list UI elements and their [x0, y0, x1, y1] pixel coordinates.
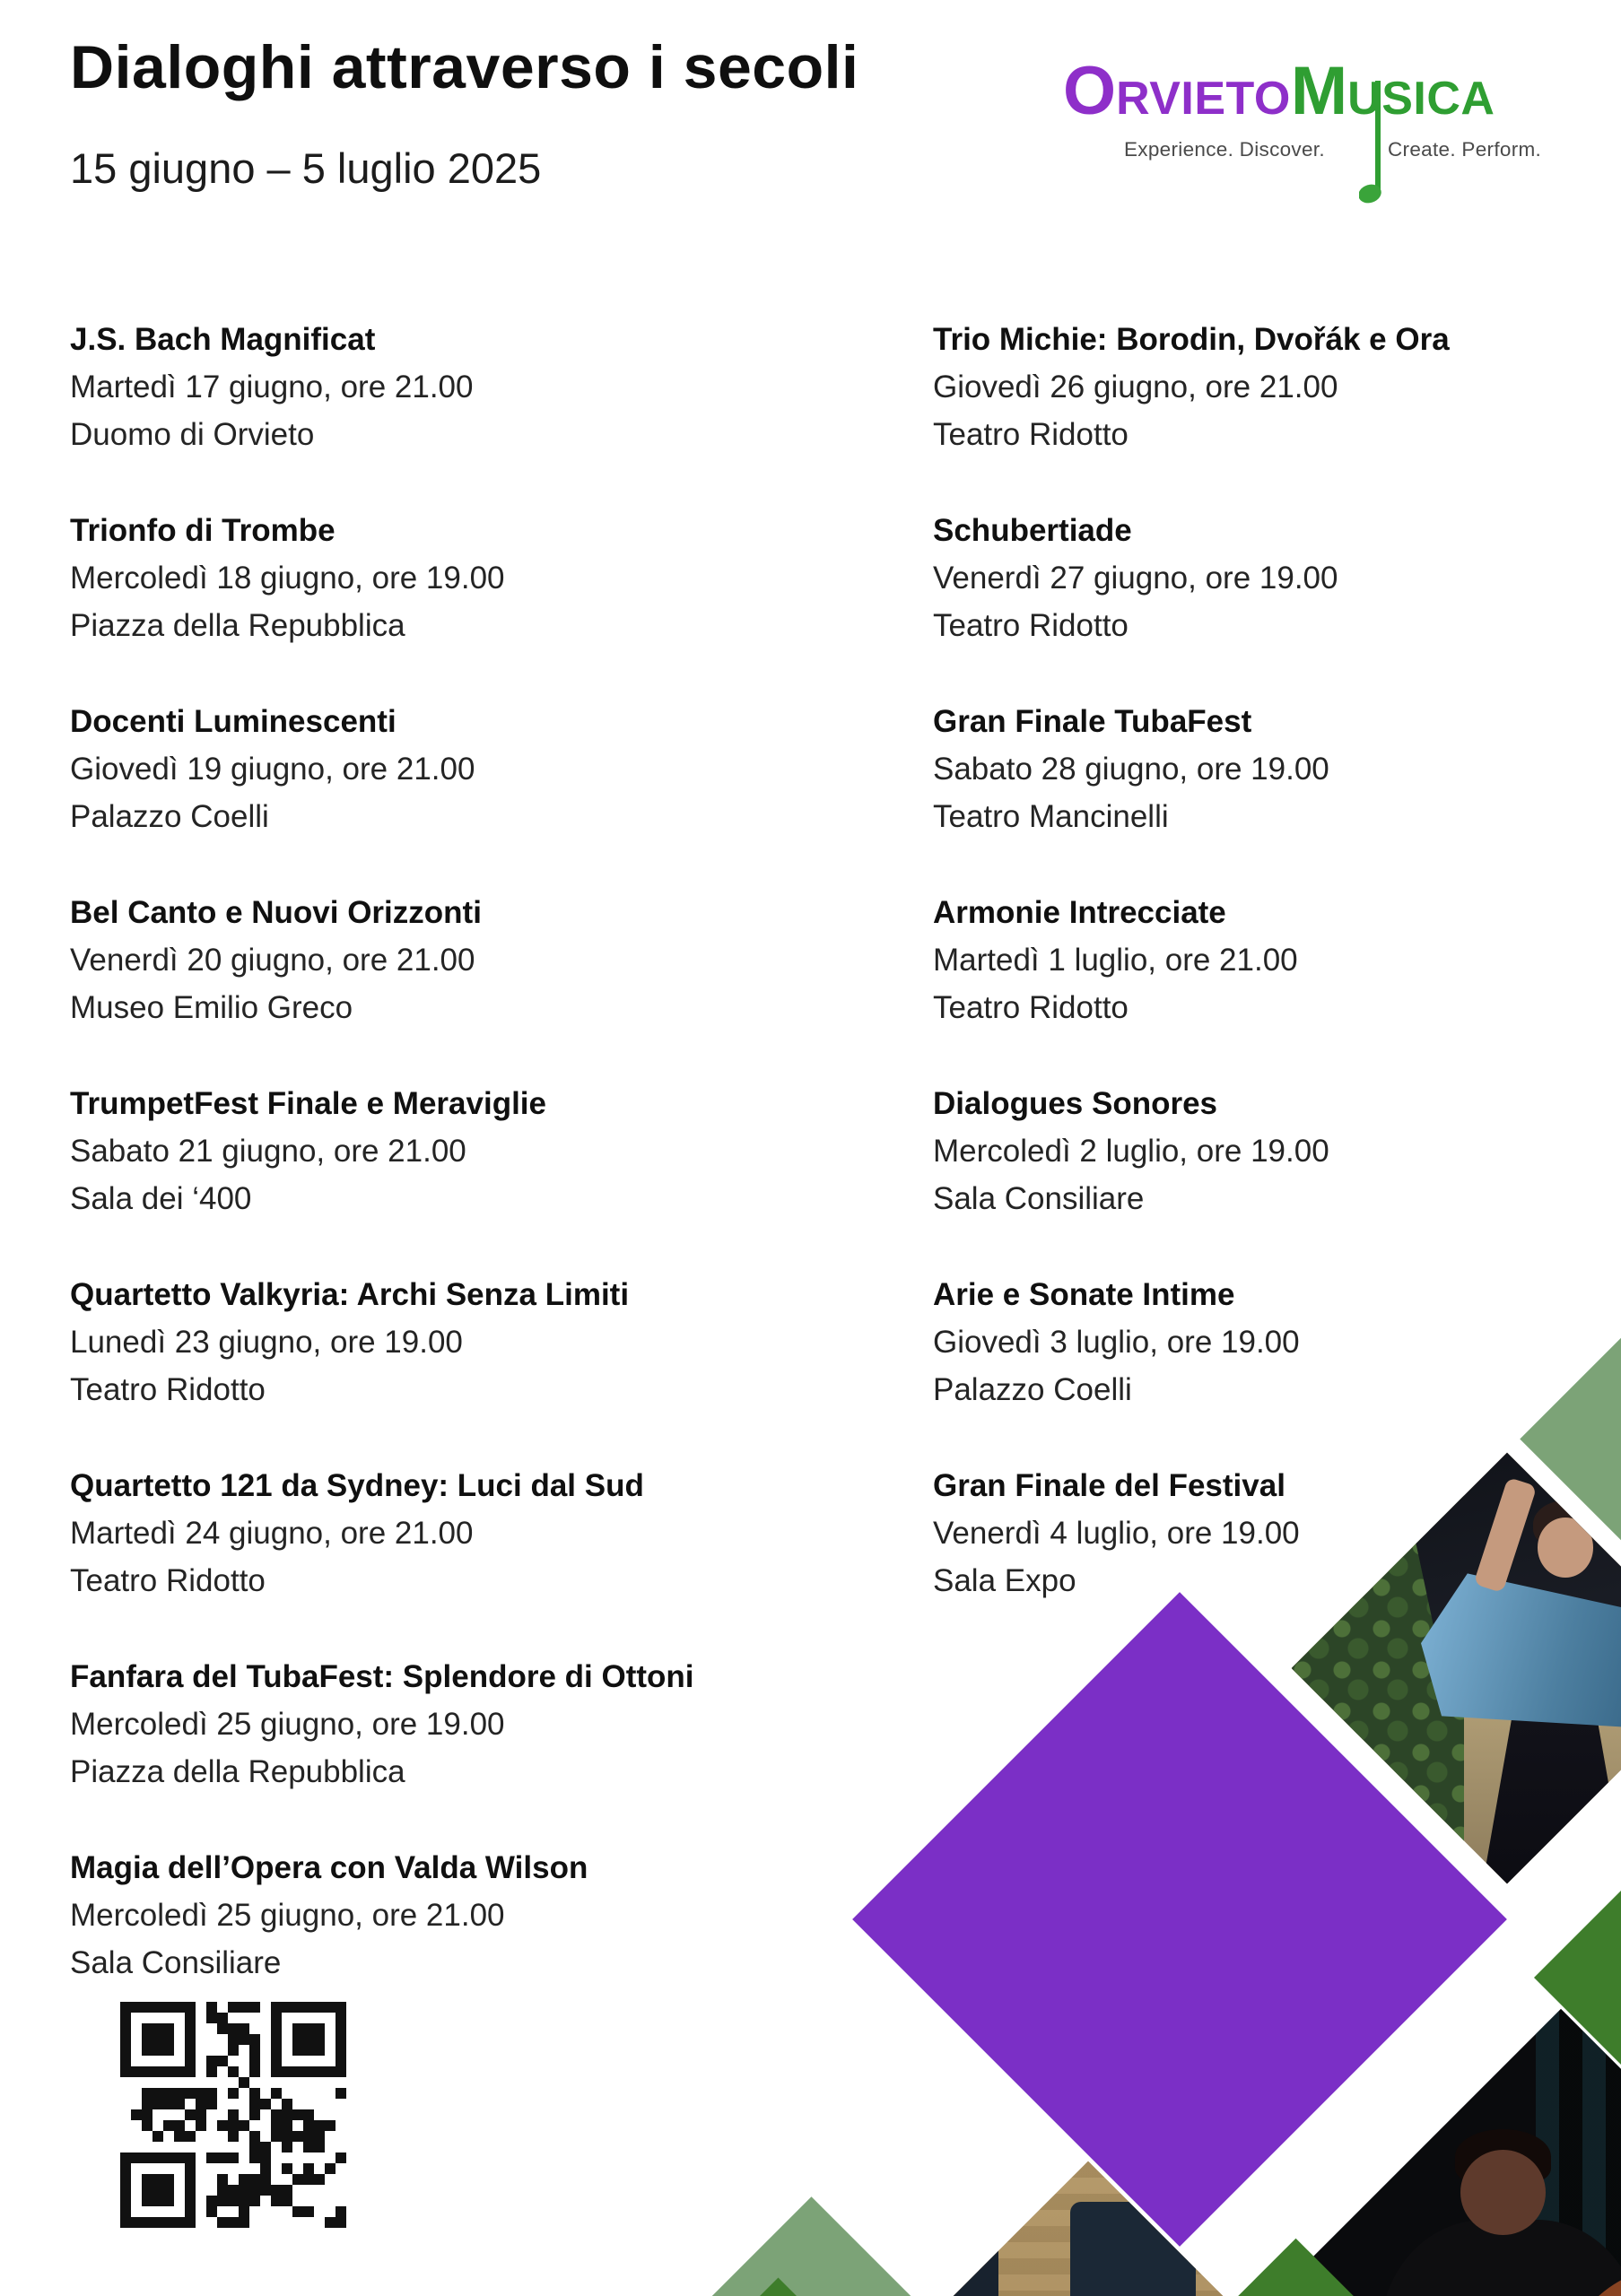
event-venue: Teatro Ridotto [70, 1372, 266, 1407]
event-venue: Piazza della Repubblica [70, 608, 405, 643]
logo-wordmark: ORVIETOMUSICA [1063, 56, 1601, 127]
event-title: Arie e Sonate Intime [933, 1277, 1235, 1312]
event-venue: Palazzo Coelli [933, 1372, 1132, 1407]
photo-brass-ensemble [863, 2161, 1313, 2296]
event-title: TrumpetFest Finale e Meraviglie [70, 1086, 546, 1121]
logo-tagline-right: Create. Perform. [1388, 138, 1542, 161]
event-venue: Piazza della Repubblica [70, 1754, 405, 1789]
event-block: Gran Finale del Festival Venerdì 4 lugli… [933, 1462, 1597, 1605]
poster-subtitle: 15 giugno – 5 luglio 2025 [70, 144, 542, 192]
event-title: Gran Finale del Festival [933, 1468, 1285, 1503]
event-venue: Sala Expo [933, 1563, 1076, 1598]
event-title: Quartetto 121 da Sydney: Luci dal Sud [70, 1468, 644, 1503]
event-block: J.S. Bach Magnificat Martedì 17 giugno, … [70, 316, 895, 458]
event-datetime: Giovedì 26 giugno, ore 21.00 [933, 370, 1338, 404]
event-title: Docenti Luminescenti [70, 704, 397, 739]
event-block: Trio Michie: Borodin, Dvořák e Ora Giove… [933, 316, 1597, 458]
event-venue: Duomo di Orvieto [70, 417, 315, 452]
event-title: J.S. Bach Magnificat [70, 322, 376, 357]
event-venue: Palazzo Coelli [70, 799, 269, 834]
event-venue: Teatro Ridotto [933, 608, 1129, 643]
poster-title: Dialoghi attraverso i secoli [70, 33, 859, 101]
qr-code [115, 1996, 352, 2233]
event-block: Dialogues Sonores Mercoledì 2 luglio, or… [933, 1080, 1597, 1222]
logo-orvieto-initial: O [1063, 53, 1117, 129]
music-note-icon [1359, 81, 1381, 204]
event-datetime: Giovedì 19 giugno, ore 21.00 [70, 752, 475, 787]
event-title: Magia dell’Opera con Valda Wilson [70, 1850, 588, 1885]
event-datetime: Lunedì 23 giugno, ore 19.00 [70, 1325, 463, 1360]
event-title: Armonie Intrecciate [933, 895, 1226, 930]
event-venue: Museo Emilio Greco [70, 990, 353, 1025]
event-title: Schubertiade [933, 513, 1132, 548]
event-block: TrumpetFest Finale e Meraviglie Sabato 2… [70, 1080, 895, 1222]
event-list-left: J.S. Bach Magnificat Martedì 17 giugno, … [70, 316, 895, 2035]
event-datetime: Giovedì 3 luglio, ore 19.00 [933, 1325, 1300, 1360]
event-block: Fanfara del TubaFest: Splendore di Otton… [70, 1653, 895, 1796]
event-datetime: Venerdì 4 luglio, ore 19.00 [933, 1516, 1300, 1551]
event-datetime: Martedì 17 giugno, ore 21.00 [70, 370, 474, 404]
logo-orvieto-text: RVIETO [1116, 73, 1291, 125]
event-block: Quartetto Valkyria: Archi Senza Limiti L… [70, 1271, 895, 1413]
event-venue: Sala Consiliare [70, 1945, 282, 1980]
event-title: Bel Canto e Nuovi Orizzonti [70, 895, 482, 930]
event-venue: Teatro Ridotto [933, 990, 1129, 1025]
event-venue: Teatro Mancinelli [933, 799, 1169, 834]
event-datetime: Sabato 28 giugno, ore 19.00 [933, 752, 1329, 787]
event-block: Bel Canto e Nuovi Orizzonti Venerdì 20 g… [70, 889, 895, 1031]
event-datetime: Venerdì 20 giugno, ore 21.00 [70, 943, 475, 978]
event-datetime: Mercoledì 2 luglio, ore 19.00 [933, 1134, 1329, 1169]
logo-musica-text: USICA [1347, 73, 1495, 125]
event-venue: Teatro Ridotto [70, 1563, 266, 1598]
doorway [918, 2215, 998, 2296]
event-datetime: Sabato 21 giugno, ore 21.00 [70, 1134, 466, 1169]
event-block: Schubertiade Venerdì 27 giugno, ore 19.0… [933, 507, 1597, 649]
logo-musica-initial: M [1290, 53, 1348, 129]
event-datetime: Martedì 1 luglio, ore 21.00 [933, 943, 1298, 978]
event-venue: Sala Consiliare [933, 1181, 1145, 1216]
orvietomusica-logo: ORVIETOMUSICA Experience. Discover. Crea… [1063, 56, 1601, 208]
event-title: Trionfo di Trombe [70, 513, 336, 548]
logo-tagline-left: Experience. Discover. [1124, 138, 1325, 161]
event-block: Magia dell’Opera con Valda Wilson Mercol… [70, 1844, 895, 1987]
event-datetime: Mercoledì 18 giugno, ore 19.00 [70, 561, 505, 596]
event-title: Trio Michie: Borodin, Dvořák e Ora [933, 322, 1450, 357]
event-datetime: Mercoledì 25 giugno, ore 19.00 [70, 1707, 505, 1742]
event-datetime: Venerdì 27 giugno, ore 19.00 [933, 561, 1338, 596]
event-block: Gran Finale TubaFest Sabato 28 giugno, o… [933, 698, 1597, 840]
event-venue: Teatro Ridotto [933, 417, 1129, 452]
event-title: Gran Finale TubaFest [933, 704, 1252, 739]
event-datetime: Mercoledì 25 giugno, ore 21.00 [70, 1898, 505, 1933]
orchestra-photo-content [864, 2161, 1312, 2296]
event-venue: Sala dei ‘400 [70, 1181, 252, 1216]
event-datetime: Martedì 24 giugno, ore 21.00 [70, 1516, 474, 1551]
event-block: Armonie Intrecciate Martedì 1 luglio, or… [933, 889, 1597, 1031]
event-list-right: Trio Michie: Borodin, Dvořák e Ora Giove… [933, 316, 1597, 1653]
event-block: Quartetto 121 da Sydney: Luci dal Sud Ma… [70, 1462, 895, 1605]
cellist-face [1460, 2149, 1547, 2235]
event-title: Fanfara del TubaFest: Splendore di Otton… [70, 1659, 694, 1694]
event-block: Docenti Luminescenti Giovedì 19 giugno, … [70, 698, 895, 840]
event-block: Arie e Sonate Intime Giovedì 3 luglio, o… [933, 1271, 1597, 1413]
event-title: Quartetto Valkyria: Archi Senza Limiti [70, 1277, 630, 1312]
event-title: Dialogues Sonores [933, 1086, 1218, 1121]
event-block: Trionfo di Trombe Mercoledì 18 giugno, o… [70, 507, 895, 649]
